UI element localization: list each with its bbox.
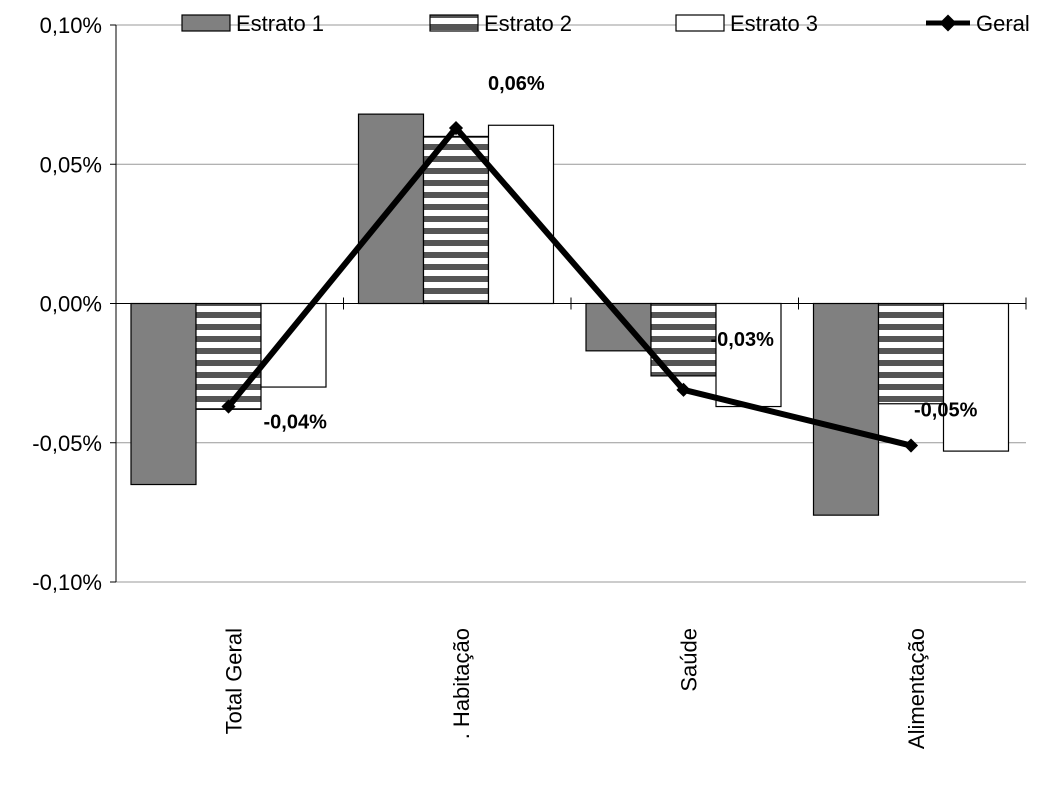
legend-label: Estrato 2 <box>484 11 572 36</box>
legend-swatch <box>429 14 479 32</box>
data-label: -0,04% <box>264 412 328 434</box>
line-point <box>903 438 919 453</box>
data-label: -0,05% <box>914 400 978 422</box>
gridlines <box>116 24 1026 583</box>
data-label: -0,03% <box>711 329 775 351</box>
legend-label: Geral <box>976 11 1030 36</box>
bar-estrato-3 <box>715 302 782 408</box>
y-tick-label: 0,00% <box>40 292 102 317</box>
bar-estrato-2 <box>422 135 490 305</box>
legend-label: Estrato 1 <box>236 11 324 36</box>
line-series <box>221 120 919 453</box>
category-label: Total Geral <box>222 628 247 734</box>
data-label: 0,06% <box>488 73 545 95</box>
category-label: Alimentação <box>904 628 929 749</box>
category-label: . Habitação <box>449 628 474 739</box>
bar-estrato-3 <box>260 302 327 388</box>
y-tick-label: 0,05% <box>40 152 102 177</box>
y-tick-label: -0,05% <box>32 431 102 456</box>
bar-estrato-2 <box>195 302 262 410</box>
line-point <box>448 120 464 136</box>
legend-swatch <box>181 14 231 32</box>
line-point <box>676 382 691 397</box>
line-geral <box>226 125 912 449</box>
y-tick-label: -0,10% <box>32 570 102 595</box>
bar-estrato-3 <box>487 124 555 305</box>
bar-estrato-1 <box>812 302 880 516</box>
line-point <box>221 399 236 414</box>
legend-label: Estrato 3 <box>730 11 818 36</box>
bar-estrato-3 <box>942 302 1010 452</box>
bars <box>130 113 1010 516</box>
legend: Estrato 1 Estrato 2 Estrato 3 Geral <box>181 11 1030 36</box>
y-tick-label: 0,10% <box>40 13 102 38</box>
category-label: Saúde <box>677 628 702 692</box>
axes: 0,10% 0,05% 0,00% -0,05% -0,10% <box>32 13 1027 595</box>
bar-estrato-1 <box>130 302 197 486</box>
labels: Total Geral . Habitação Saúde Alimentação -0… <box>222 73 978 749</box>
legend-marker <box>939 14 957 32</box>
bar-estrato-2 <box>877 302 945 405</box>
legend-swatch <box>675 14 725 32</box>
